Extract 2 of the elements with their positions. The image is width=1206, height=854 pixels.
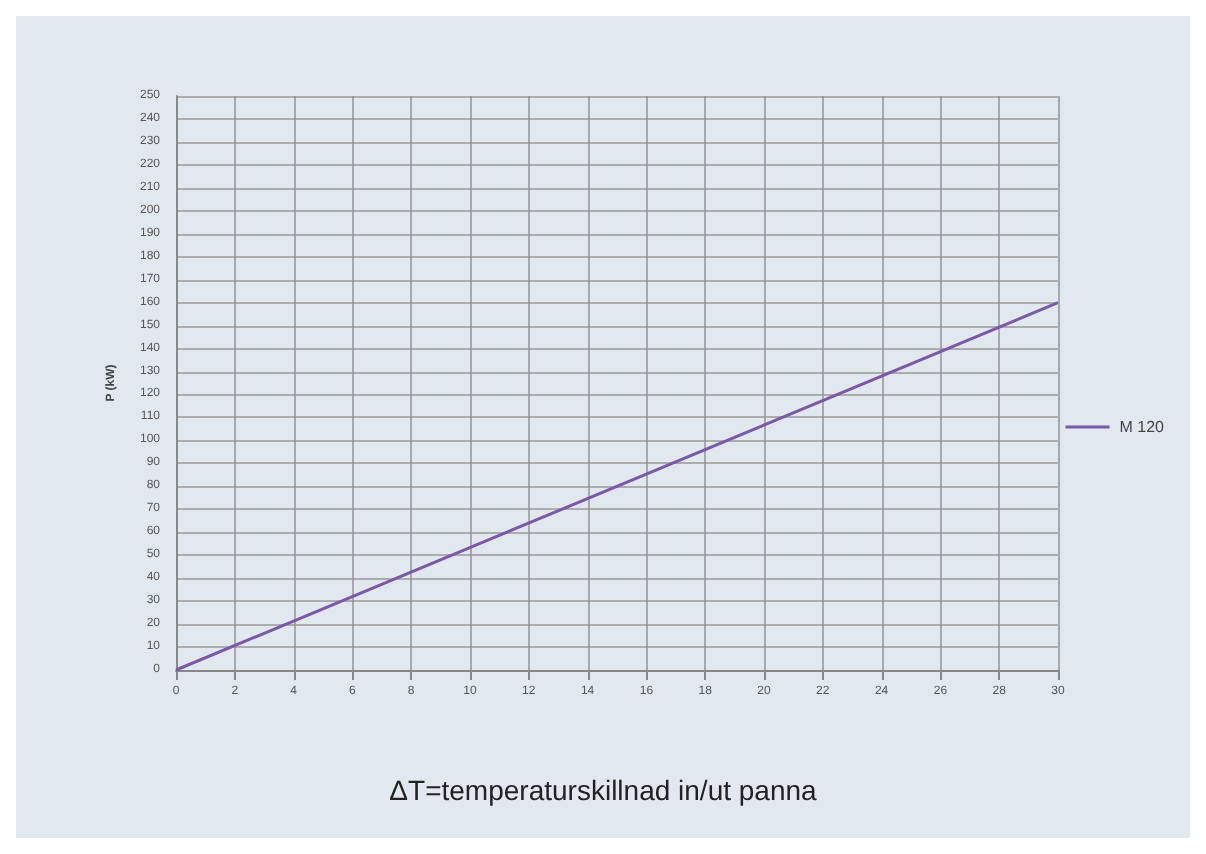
legend-label: M 120	[1119, 418, 1166, 436]
text: ΔT=temperaturskillnad in/ut panna	[389, 774, 818, 806]
